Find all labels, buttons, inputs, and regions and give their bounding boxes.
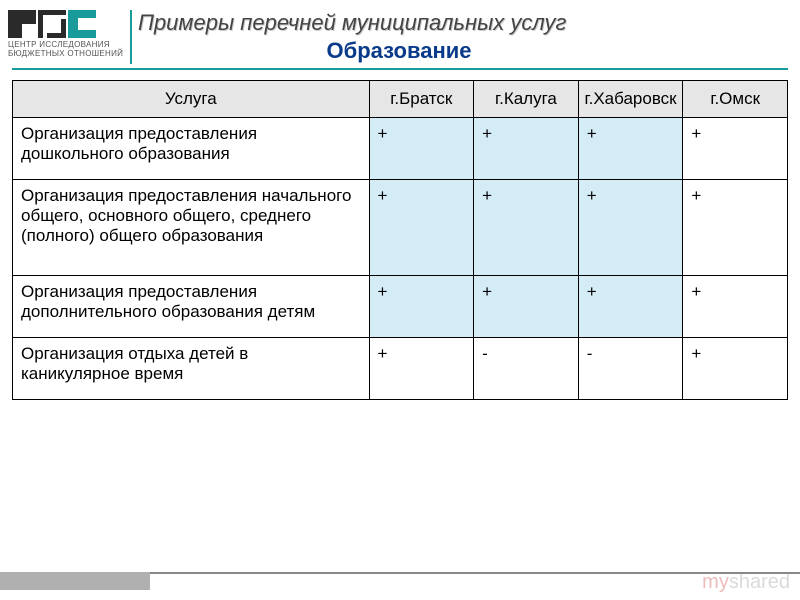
divider [12, 68, 788, 70]
table-row: Организация отдыха детей в каникулярное … [13, 338, 788, 400]
mark-cell: + [369, 118, 474, 180]
mark-cell: + [683, 338, 788, 400]
watermark-part1: my [702, 571, 729, 593]
service-cell: Организация предоставления начального об… [13, 180, 370, 276]
table-row: Организация предоставления начального об… [13, 180, 788, 276]
table-row: Организация предоставления дополнительно… [13, 276, 788, 338]
table-row: Организация предоставления дошкольного о… [13, 118, 788, 180]
col-header-city3: г.Хабаровск [578, 81, 683, 118]
mark-cell: + [369, 180, 474, 276]
service-cell: Организация отдыха детей в каникулярное … [13, 338, 370, 400]
watermark-part2: shared [729, 571, 790, 593]
mark-cell: + [578, 118, 683, 180]
services-table: Услуга г.Братск г.Калуга г.Хабаровск г.О… [12, 80, 788, 400]
logo-icon [8, 10, 130, 38]
col-header-city2: г.Калуга [474, 81, 579, 118]
mark-cell: + [474, 118, 579, 180]
footer-bar [0, 572, 150, 590]
mark-cell: + [683, 118, 788, 180]
title-block: Примеры перечней муниципальных услуг Обр… [130, 10, 800, 64]
logo-shape-r [8, 10, 36, 38]
logo-text-line2: БЮДЖЕТНЫХ ОТНОШЕНИЙ [8, 50, 130, 59]
mark-cell: + [369, 338, 474, 400]
mark-cell: - [578, 338, 683, 400]
mark-cell: - [474, 338, 579, 400]
header: ЦЕНТР ИССЛЕДОВАНИЯ БЮДЖЕТНЫХ ОТНОШЕНИЙ П… [0, 0, 800, 64]
mark-cell: + [683, 180, 788, 276]
logo-shape-b [38, 10, 66, 38]
col-header-service: Услуга [13, 81, 370, 118]
col-header-city1: г.Братск [369, 81, 474, 118]
page-subtitle: Образование [138, 38, 800, 64]
logo-block: ЦЕНТР ИССЛЕДОВАНИЯ БЮДЖЕТНЫХ ОТНОШЕНИЙ [0, 10, 130, 59]
service-cell: Организация предоставления дополнительно… [13, 276, 370, 338]
mark-cell: + [683, 276, 788, 338]
col-header-city4: г.Омск [683, 81, 788, 118]
mark-cell: + [474, 180, 579, 276]
table-body: Организация предоставления дошкольного о… [13, 118, 788, 400]
mark-cell: + [578, 276, 683, 338]
page-title: Примеры перечней муниципальных услуг [138, 10, 800, 36]
table-header-row: Услуга г.Братск г.Калуга г.Хабаровск г.О… [13, 81, 788, 118]
logo-shape-e [68, 10, 96, 38]
service-cell: Организация предоставления дошкольного о… [13, 118, 370, 180]
mark-cell: + [474, 276, 579, 338]
mark-cell: + [578, 180, 683, 276]
watermark: myshared [702, 571, 790, 594]
mark-cell: + [369, 276, 474, 338]
